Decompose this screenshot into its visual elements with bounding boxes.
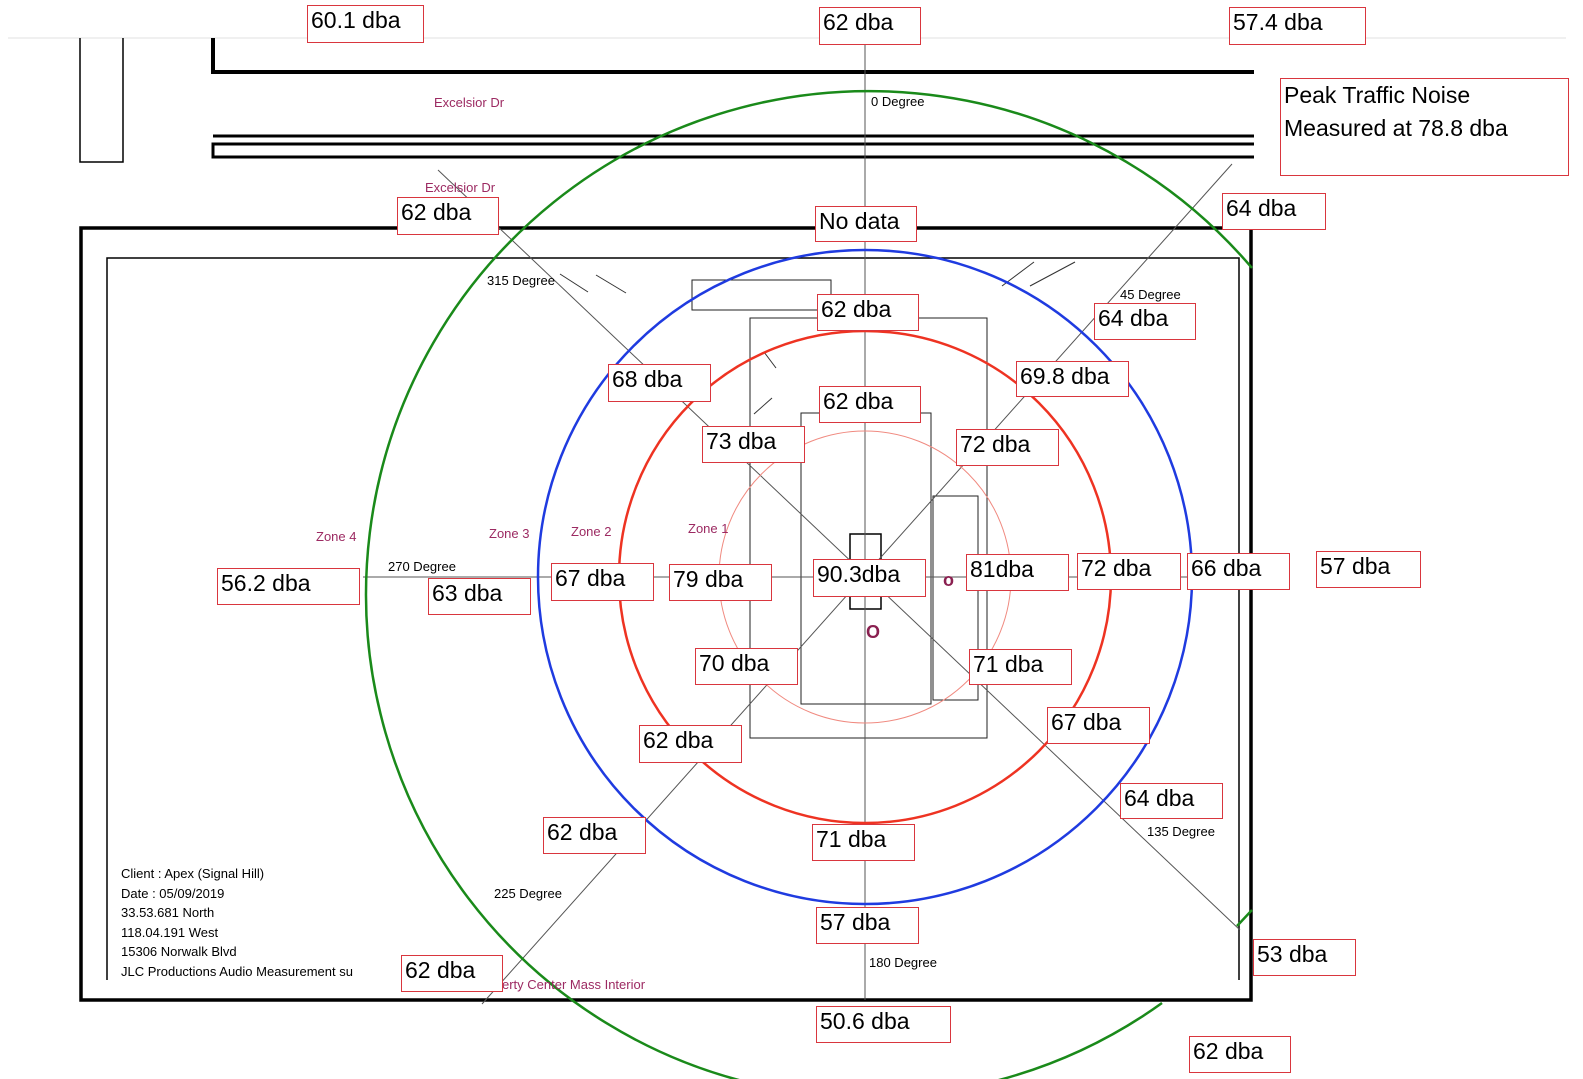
dba-reading: 62 dba — [819, 7, 921, 45]
peak-traffic-note-line1: Peak Traffic Noise — [1284, 82, 1471, 108]
source-marker-small: o — [943, 570, 954, 590]
degree-label-315: 315 Degree — [487, 273, 555, 288]
zone-label-2: Zone 2 — [571, 524, 612, 539]
building-outline — [691, 279, 832, 311]
road-north-edge — [211, 38, 1254, 74]
dba-reading: 66 dba — [1187, 553, 1290, 590]
degree-label-180: 180 Degree — [869, 955, 937, 970]
dba-reading: 73 dba — [702, 426, 805, 463]
dba-reading: 72 dba — [956, 429, 1059, 466]
road-label-excelsior-lower: Excelsior Dr — [425, 180, 496, 195]
dba-reading: 62 dba — [1189, 1036, 1291, 1073]
dba-reading: 67 dba — [1047, 707, 1150, 744]
property-inner-boundary — [106, 257, 1240, 980]
peak-traffic-note-line2: Measured at 78.8 dba — [1284, 115, 1508, 141]
road-label-excelsior-upper: Excelsior Dr — [434, 95, 505, 110]
dba-reading: 70 dba — [695, 648, 798, 685]
dba-reading: 53 dba — [1253, 939, 1356, 976]
dba-reading: 62 dba — [819, 386, 921, 423]
dba-reading: 68 dba — [608, 364, 711, 402]
dba-reading: 62 dba — [401, 955, 503, 992]
left-structure — [79, 38, 124, 163]
dba-reading: 90.3dba — [813, 559, 926, 597]
zone-label-1: Zone 1 — [688, 521, 729, 536]
dba-reading: 64 dba — [1120, 783, 1223, 819]
project-info-block: Client : Apex (Signal Hill) Date : 05/09… — [121, 864, 353, 981]
dba-reading: 64 dba — [1094, 303, 1196, 340]
building-outline — [932, 495, 979, 701]
zone-label-4: Zone 4 — [316, 529, 357, 544]
dba-reading: 71 dba — [969, 649, 1072, 685]
dba-reading: 57.4 dba — [1229, 7, 1366, 45]
dba-reading: 63 dba — [428, 578, 531, 615]
degree-label-0: 0 Degree — [871, 94, 925, 109]
dba-reading: 71 dba — [812, 824, 915, 861]
dba-reading: 81dba — [966, 554, 1069, 591]
road-south-edge — [211, 142, 1254, 159]
info-date: Date : 05/09/2019 — [121, 885, 225, 901]
dba-reading: 62 dba — [397, 197, 499, 235]
dba-reading: 79 dba — [669, 564, 772, 601]
source-marker-large: O — [866, 622, 881, 642]
degree-label-270: 270 Degree — [388, 559, 456, 574]
dba-reading: 72 dba — [1077, 553, 1181, 590]
dba-reading: 69.8 dba — [1016, 361, 1129, 397]
dba-reading: 57 dba — [1316, 551, 1421, 588]
dba-reading: 56.2 dba — [217, 568, 360, 605]
property-outer-boundary — [79, 226, 1253, 1002]
degree-label-225: 225 Degree — [494, 886, 562, 901]
dba-reading: No data — [815, 206, 917, 242]
footer-label: erty Center Mass Interior — [502, 977, 646, 992]
info-address: 15306 Norwalk Blvd — [121, 944, 237, 959]
zone4-ring — [364, 89, 1253, 1079]
dba-reading: 67 dba — [551, 563, 654, 601]
dba-reading: 62 dba — [639, 725, 742, 763]
degree-label-45: 45 Degree — [1120, 287, 1181, 302]
info-company: JLC Productions Audio Measurement su — [121, 963, 353, 979]
dba-reading: 64 dba — [1222, 193, 1326, 230]
dba-reading: 60.1 dba — [307, 5, 424, 43]
info-latitude: 33.53.681 North — [121, 905, 215, 920]
zone-label-3: Zone 3 — [489, 526, 530, 541]
dba-reading: 50.6 dba — [816, 1006, 951, 1043]
info-client: Client : Apex (Signal Hill) — [121, 866, 265, 881]
radial-135-315 — [437, 169, 1241, 931]
dba-reading: 62 dba — [817, 294, 919, 331]
degree-label-135: 135 Degree — [1147, 824, 1215, 839]
zone4-ring-fragment — [1236, 909, 1253, 927]
dba-reading: 57 dba — [816, 907, 919, 944]
info-longitude: 118.04.191 West — [121, 924, 219, 940]
peak-traffic-note: Peak Traffic Noise Measured at 78.8 dba — [1280, 78, 1569, 176]
dba-reading: 62 dba — [543, 817, 646, 854]
